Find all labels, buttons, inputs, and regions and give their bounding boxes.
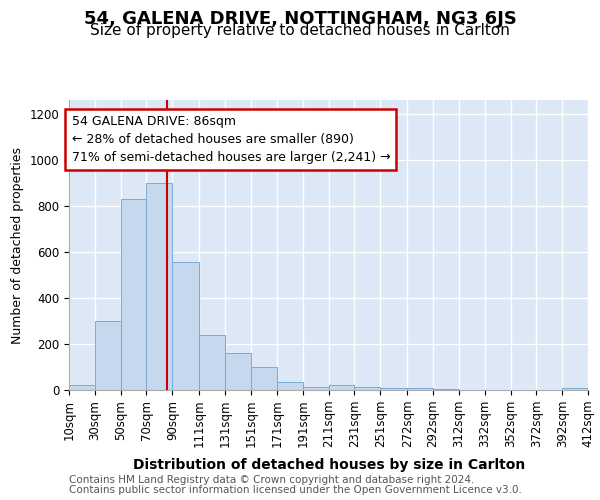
Bar bbox=[407, 388, 433, 390]
Bar bbox=[433, 389, 459, 390]
Bar bbox=[355, 387, 380, 390]
Bar bbox=[121, 199, 146, 390]
Bar bbox=[380, 388, 407, 390]
Bar bbox=[302, 386, 329, 390]
Bar bbox=[172, 262, 199, 390]
Bar bbox=[225, 353, 251, 390]
Text: Contains HM Land Registry data © Crown copyright and database right 2024.: Contains HM Land Registry data © Crown c… bbox=[69, 475, 475, 485]
Y-axis label: Number of detached properties: Number of detached properties bbox=[11, 146, 24, 344]
Bar bbox=[277, 382, 302, 390]
Bar bbox=[199, 335, 225, 390]
Bar bbox=[95, 321, 121, 390]
Bar bbox=[69, 386, 95, 390]
Text: Distribution of detached houses by size in Carlton: Distribution of detached houses by size … bbox=[133, 458, 525, 472]
Text: 54 GALENA DRIVE: 86sqm
← 28% of detached houses are smaller (890)
71% of semi-de: 54 GALENA DRIVE: 86sqm ← 28% of detached… bbox=[71, 115, 390, 164]
Text: Contains public sector information licensed under the Open Government Licence v3: Contains public sector information licen… bbox=[69, 485, 522, 495]
Bar bbox=[146, 183, 172, 390]
Text: Size of property relative to detached houses in Carlton: Size of property relative to detached ho… bbox=[90, 22, 510, 38]
Bar bbox=[251, 367, 277, 390]
Bar bbox=[562, 388, 588, 390]
Text: 54, GALENA DRIVE, NOTTINGHAM, NG3 6JS: 54, GALENA DRIVE, NOTTINGHAM, NG3 6JS bbox=[83, 10, 517, 28]
Bar bbox=[329, 386, 355, 390]
